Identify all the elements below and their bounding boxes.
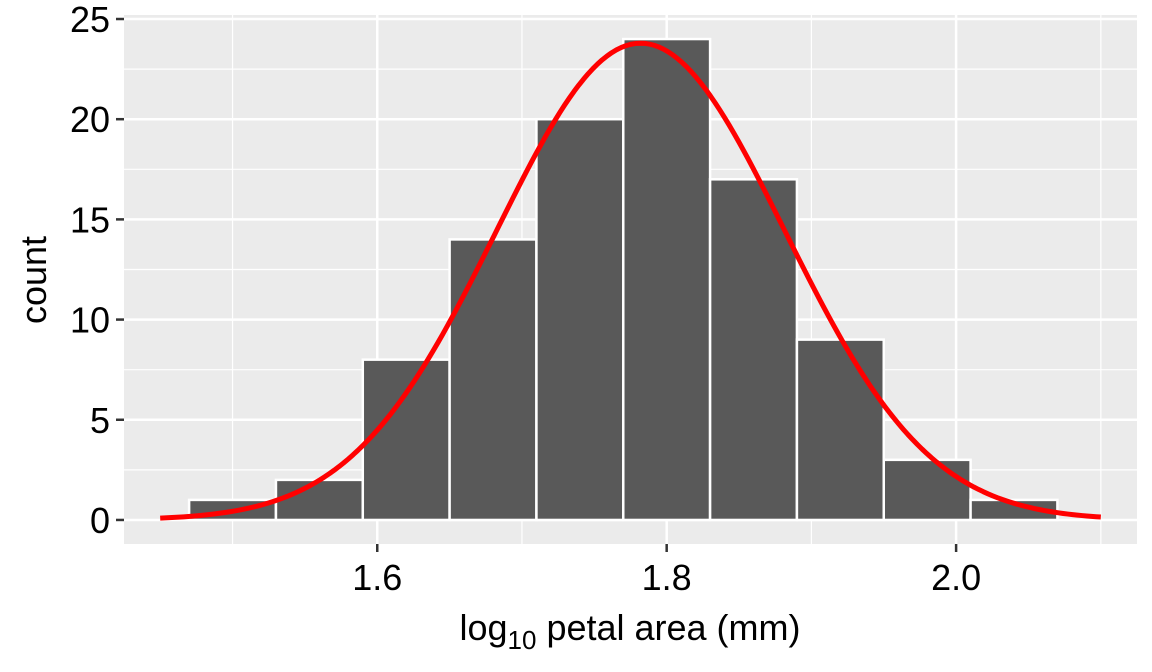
y-tick-label: 15	[70, 199, 110, 240]
histogram-bar	[448, 238, 538, 522]
histogram-bar	[969, 498, 1059, 522]
x-tick-label: 1.8	[642, 557, 692, 598]
x-axis: 1.6 1.8 2.0	[352, 544, 981, 598]
y-axis-title: count	[13, 236, 54, 324]
histogram-bar	[882, 458, 972, 522]
histogram-bar	[622, 37, 712, 522]
normal-density-curve	[160, 40, 1101, 521]
histogram-bar	[708, 178, 799, 522]
histogram-bar	[274, 478, 365, 522]
x-tick-label: 1.6	[352, 557, 402, 598]
y-tick-label: 20	[70, 99, 110, 140]
x-axis-title: log10 petal area (mm)	[459, 607, 800, 655]
histogram-bar	[361, 358, 451, 522]
x-tick-label: 2.0	[931, 557, 981, 598]
y-tick-label: 25	[70, 0, 110, 40]
x-axis-title-base: log	[459, 607, 507, 648]
y-tick-label: 10	[70, 300, 110, 341]
x-axis-title-subscript: 10	[508, 625, 537, 655]
y-axis: 0 5 10 15 20 25	[70, 0, 124, 541]
histogram-bars	[187, 37, 1059, 522]
histogram-bar	[795, 338, 886, 522]
histogram-bar	[535, 117, 625, 522]
y-tick-label: 5	[90, 400, 110, 441]
y-tick-label: 0	[90, 500, 110, 541]
x-axis-title-rest: petal area (mm)	[536, 607, 800, 648]
